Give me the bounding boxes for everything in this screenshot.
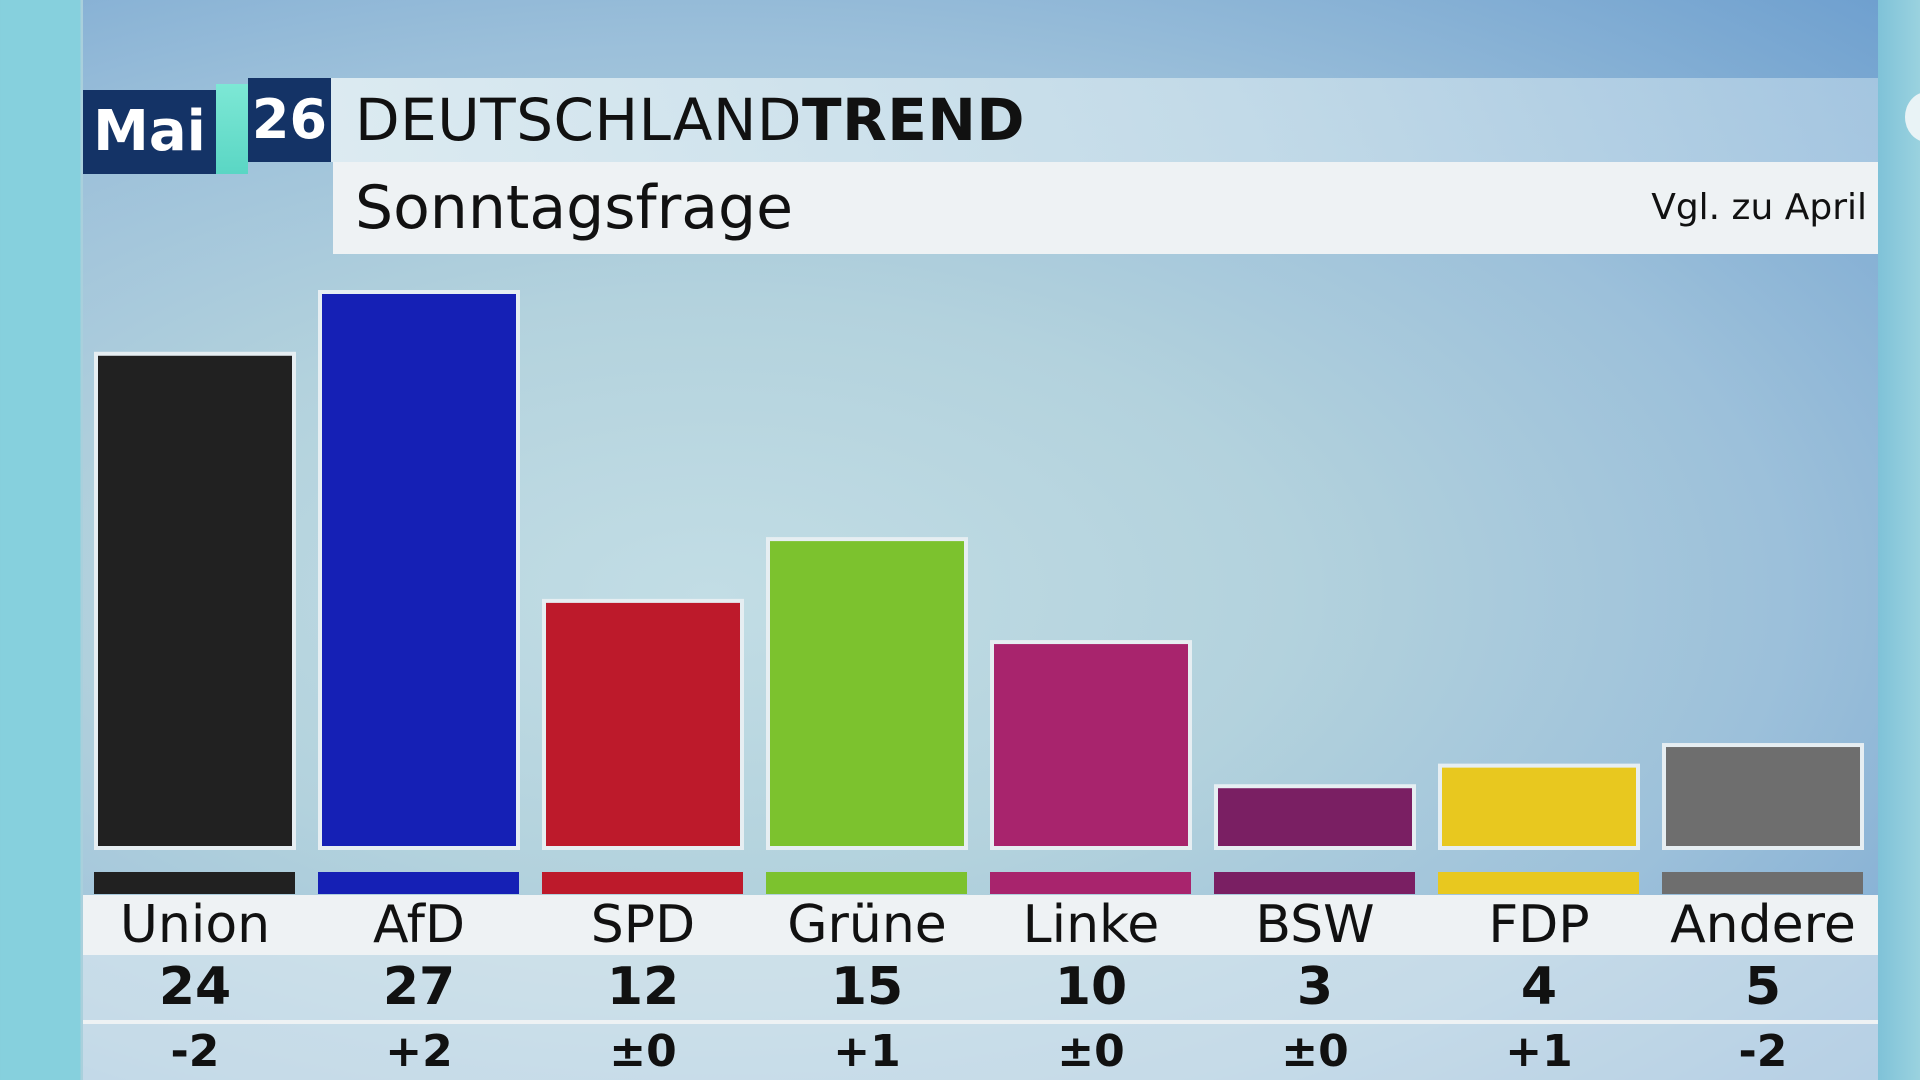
- bar-spd: [542, 598, 744, 851]
- bar-linke: [990, 640, 1192, 851]
- title-bold: TREND: [802, 86, 1026, 154]
- value-label: 15: [830, 957, 904, 1017]
- legend-strip: [1438, 872, 1639, 894]
- category-label: BSW: [1255, 895, 1375, 955]
- corner-circle: [1905, 92, 1920, 142]
- title-band: [331, 78, 1878, 162]
- category-label: FDP: [1488, 895, 1590, 955]
- value-label: 12: [606, 957, 680, 1017]
- value-label: 24: [158, 957, 232, 1017]
- legend-strip: [766, 872, 967, 894]
- change-label: +1: [1505, 1026, 1573, 1077]
- legend-strip: [542, 872, 743, 894]
- value-label: 5: [1744, 957, 1782, 1017]
- bar-grne: [766, 537, 968, 850]
- category-label-band: [83, 895, 1878, 955]
- month-box: Mai: [83, 90, 216, 174]
- category-label: Andere: [1670, 895, 1856, 955]
- change-label: ±0: [1281, 1026, 1349, 1077]
- change-label: -2: [1738, 1026, 1788, 1077]
- change-label: +1: [833, 1026, 901, 1077]
- legend-strip: [990, 872, 1191, 894]
- value-label: 3: [1296, 957, 1334, 1017]
- change-band: [83, 1024, 1878, 1080]
- category-label: AfD: [372, 895, 466, 955]
- change-label: ±0: [609, 1026, 677, 1077]
- chart-subtitle: Sonntagsfrage: [355, 173, 794, 243]
- value-label: 27: [382, 957, 456, 1017]
- right-edge-panel: [1878, 0, 1920, 1080]
- value-label: 4: [1520, 957, 1558, 1017]
- value-label: 10: [1054, 957, 1128, 1017]
- legend-strip: [1214, 872, 1415, 894]
- category-label: Linke: [1022, 895, 1160, 955]
- legend-strip: [94, 872, 295, 894]
- bar-union: [94, 351, 296, 850]
- page-title: DEUTSCHLANDTREND: [355, 78, 1025, 162]
- change-label: ±0: [1057, 1026, 1125, 1077]
- category-label: SPD: [590, 895, 696, 955]
- category-label: Grüne: [787, 895, 947, 955]
- bar-afd: [318, 290, 520, 850]
- bar-bsw: [1214, 784, 1416, 851]
- change-label: +2: [385, 1026, 453, 1077]
- bar-fdp: [1438, 763, 1640, 851]
- title-light: DEUTSCHLAND: [355, 86, 802, 154]
- category-label: Union: [119, 895, 271, 955]
- subtitle-band: [333, 162, 1878, 254]
- legend-strip: [1662, 872, 1863, 894]
- bar-andere: [1662, 743, 1864, 851]
- year-box: 26: [248, 78, 331, 162]
- legend-strip: [318, 872, 519, 894]
- value-band: [83, 955, 1878, 1020]
- accent-bar: [216, 84, 248, 174]
- change-label: -2: [170, 1026, 220, 1077]
- comparison-note: Vgl. zu April: [1651, 187, 1867, 228]
- row-separator: [83, 1020, 1878, 1024]
